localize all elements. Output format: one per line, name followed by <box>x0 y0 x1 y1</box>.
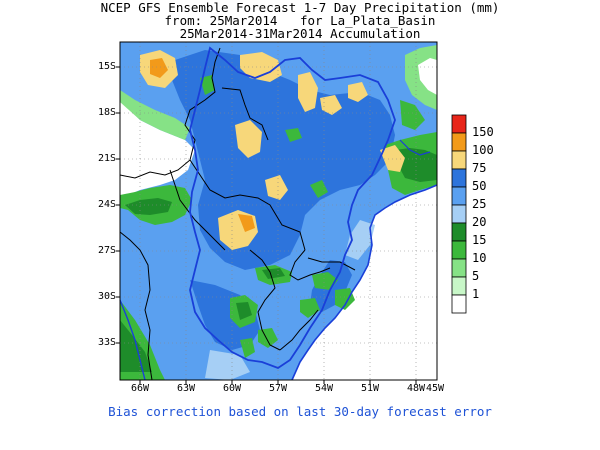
legend-label: 15 <box>472 233 487 247</box>
legend-label: 50 <box>472 179 487 193</box>
legend-color-box <box>451 150 467 170</box>
axis-ticks <box>116 66 417 384</box>
legend-color-box <box>451 222 467 242</box>
x-tick-label: 45W <box>425 383 444 394</box>
map-fill-layer <box>120 42 437 380</box>
y-tick-label: 27S <box>97 245 116 256</box>
x-tick-label: 63W <box>176 383 196 394</box>
legend-color-box <box>451 294 467 314</box>
legend-label: 1 <box>472 287 480 301</box>
dry-area-northwest <box>120 100 195 195</box>
y-tick-label: 33S <box>97 337 116 348</box>
color-legend <box>451 114 467 314</box>
bias-correction-note: Bias correction based on last 30-day for… <box>108 404 492 419</box>
ocean-area <box>292 185 437 380</box>
x-tick-label: 57W <box>268 383 288 394</box>
legend-label: 75 <box>472 161 487 175</box>
chart-title-line3: 25Mar2014-31Mar2014 Accumulation <box>179 26 421 41</box>
legend-label: 20 <box>472 215 487 229</box>
x-tick-label: 54W <box>314 383 334 394</box>
legend-color-box <box>451 132 467 152</box>
x-tick-label: 48W <box>406 383 426 394</box>
legend-color-box <box>451 168 467 188</box>
coastline <box>291 184 438 381</box>
legend-color-box <box>451 114 467 134</box>
y-tick-label: 18S <box>97 107 116 118</box>
y-tick-label: 15S <box>97 61 116 72</box>
la-plata-basin-outline <box>189 46 396 370</box>
map-gridlines <box>120 42 437 380</box>
river-coast-detail <box>399 139 431 156</box>
andes-boundary <box>119 299 146 381</box>
y-tick-label: 30S <box>97 291 116 302</box>
legend-label: 150 <box>472 125 494 139</box>
y-tick-label: 21S <box>97 153 116 164</box>
legend-label: 25 <box>472 197 487 211</box>
legend-label: 100 <box>472 143 494 157</box>
legend-color-box <box>451 258 467 278</box>
x-tick-label: 60W <box>222 383 242 394</box>
legend-label: 10 <box>472 251 487 265</box>
x-tick-label: 66W <box>130 383 150 394</box>
legend-color-box <box>451 204 467 224</box>
legend-color-box <box>451 276 467 296</box>
chart-title-line1: NCEP GFS Ensemble Forecast 1-7 Day Preci… <box>100 0 500 15</box>
legend-color-box <box>451 240 467 260</box>
legend-label: 5 <box>472 269 480 283</box>
chart-title-line2: from: 25Mar2014 for La_Plata_Basin <box>164 13 436 28</box>
x-tick-label: 51W <box>360 383 380 394</box>
y-tick-label: 24S <box>97 199 116 210</box>
legend-color-box <box>451 186 467 206</box>
